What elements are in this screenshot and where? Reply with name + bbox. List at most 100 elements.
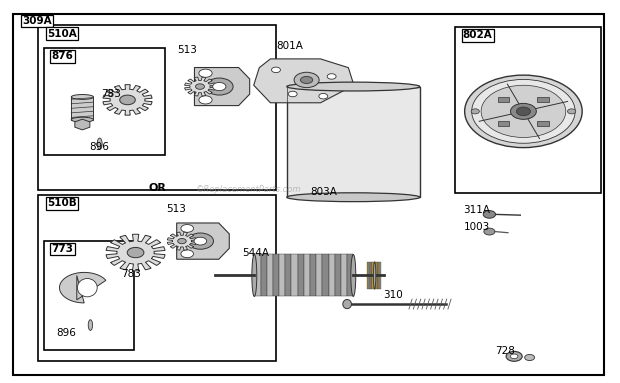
- Polygon shape: [195, 67, 250, 106]
- Text: 801A: 801A: [276, 41, 303, 51]
- Text: OR: OR: [148, 183, 166, 193]
- Text: 896: 896: [56, 329, 76, 339]
- Bar: [329, 254, 335, 296]
- Ellipse shape: [373, 262, 376, 289]
- Bar: [285, 254, 291, 296]
- Bar: [375, 262, 376, 289]
- Bar: [44, 241, 134, 350]
- Circle shape: [199, 96, 212, 104]
- Bar: [374, 262, 375, 289]
- Circle shape: [464, 75, 582, 147]
- Circle shape: [181, 224, 193, 232]
- Bar: [368, 262, 370, 289]
- Circle shape: [567, 109, 576, 114]
- Polygon shape: [185, 77, 215, 96]
- Circle shape: [195, 84, 205, 89]
- Text: 876: 876: [51, 51, 73, 61]
- Text: 311A: 311A: [463, 205, 490, 215]
- Ellipse shape: [97, 138, 102, 149]
- Bar: [538, 121, 549, 126]
- Circle shape: [510, 354, 518, 358]
- Bar: [370, 262, 371, 289]
- Bar: [273, 254, 279, 296]
- Text: 310: 310: [383, 290, 403, 300]
- Bar: [38, 195, 276, 361]
- Bar: [44, 48, 165, 155]
- Text: 728: 728: [495, 346, 515, 356]
- Circle shape: [194, 237, 206, 245]
- Bar: [373, 262, 374, 289]
- Text: 309A: 309A: [22, 16, 52, 26]
- Bar: [310, 254, 316, 296]
- Bar: [304, 254, 310, 296]
- Circle shape: [288, 91, 297, 97]
- Circle shape: [181, 250, 193, 258]
- Text: 802A: 802A: [463, 31, 492, 41]
- Text: 510A: 510A: [47, 29, 77, 39]
- Bar: [498, 97, 510, 101]
- Ellipse shape: [71, 117, 94, 122]
- Ellipse shape: [78, 278, 97, 297]
- Text: 803A: 803A: [310, 187, 337, 196]
- Bar: [287, 87, 420, 197]
- Text: 1003: 1003: [463, 223, 490, 232]
- Circle shape: [199, 69, 212, 77]
- Bar: [322, 254, 329, 296]
- Polygon shape: [103, 85, 152, 115]
- Ellipse shape: [287, 193, 420, 202]
- Polygon shape: [177, 223, 229, 259]
- Polygon shape: [167, 232, 197, 250]
- Text: 896: 896: [89, 142, 109, 152]
- Polygon shape: [75, 119, 90, 130]
- Bar: [335, 254, 341, 296]
- Circle shape: [205, 78, 233, 95]
- Ellipse shape: [351, 254, 356, 296]
- Ellipse shape: [294, 72, 319, 88]
- Circle shape: [484, 228, 495, 235]
- Circle shape: [187, 233, 213, 249]
- Text: 783: 783: [122, 268, 141, 278]
- Polygon shape: [106, 234, 165, 271]
- Bar: [316, 254, 322, 296]
- Text: 510B: 510B: [47, 198, 77, 208]
- Bar: [71, 97, 94, 119]
- Bar: [279, 254, 285, 296]
- Ellipse shape: [343, 300, 352, 309]
- Text: 513: 513: [177, 45, 197, 55]
- Circle shape: [481, 85, 565, 137]
- Circle shape: [472, 79, 575, 143]
- Circle shape: [319, 93, 328, 99]
- Circle shape: [483, 211, 495, 218]
- Ellipse shape: [71, 95, 94, 100]
- Polygon shape: [60, 272, 106, 303]
- Text: 544A: 544A: [242, 247, 269, 257]
- Circle shape: [506, 351, 522, 361]
- Bar: [341, 254, 347, 296]
- Text: 783: 783: [102, 89, 122, 99]
- Text: ©ReplacementParts.com: ©ReplacementParts.com: [195, 185, 301, 194]
- Bar: [367, 262, 368, 289]
- Circle shape: [327, 74, 336, 79]
- Ellipse shape: [301, 77, 312, 83]
- Circle shape: [120, 95, 135, 105]
- Polygon shape: [254, 59, 354, 103]
- Circle shape: [525, 354, 534, 360]
- Ellipse shape: [252, 254, 257, 296]
- Bar: [371, 262, 373, 289]
- Bar: [378, 262, 379, 289]
- Bar: [498, 121, 510, 126]
- Circle shape: [213, 82, 226, 91]
- Circle shape: [272, 67, 280, 73]
- Ellipse shape: [88, 320, 92, 331]
- Bar: [538, 97, 549, 101]
- Bar: [254, 254, 260, 296]
- Bar: [267, 254, 273, 296]
- Bar: [379, 262, 381, 289]
- Text: 773: 773: [51, 244, 73, 254]
- Bar: [291, 254, 298, 296]
- Circle shape: [471, 109, 479, 114]
- Text: 513: 513: [167, 204, 187, 214]
- Bar: [455, 28, 601, 193]
- Ellipse shape: [287, 82, 420, 91]
- Circle shape: [127, 247, 144, 258]
